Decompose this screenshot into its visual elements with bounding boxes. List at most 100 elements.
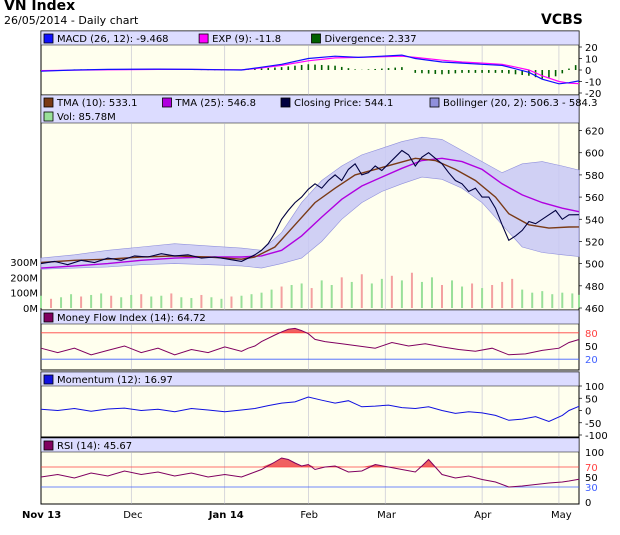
volume-bar — [180, 297, 183, 308]
volume-bar — [440, 285, 443, 308]
panel-legend-band — [40, 371, 580, 387]
volume-bar — [340, 277, 343, 308]
price-y-tick: 580 — [585, 171, 604, 182]
momentum-y-tick: -100 — [585, 431, 608, 442]
volume-bar — [521, 289, 524, 308]
chart-title: VN Index — [4, 0, 76, 14]
price-y-tick: 620 — [585, 127, 604, 138]
volume-bar — [220, 298, 223, 308]
volume-bar — [430, 277, 433, 308]
x-axis-label: Mar — [377, 510, 397, 521]
volume-bar — [50, 298, 53, 308]
momentum-y-tick: 100 — [585, 382, 604, 393]
legend-label: Momentum (12): 16.97 — [57, 375, 173, 386]
rsi-line — [40, 457, 580, 488]
macd-line — [40, 54, 580, 85]
closing-price-line — [40, 149, 580, 266]
legend-swatch — [43, 440, 54, 451]
volume-bar — [40, 295, 42, 308]
legend-label: Bollinger (20, 2): 506.3 - 584.3 — [443, 98, 597, 109]
price-y-tick: 460 — [585, 304, 604, 315]
momentum-y-tick: -50 — [585, 419, 601, 430]
macd-y-tick: -20 — [585, 89, 601, 100]
panel-legend-band — [40, 309, 580, 325]
volume-bar — [80, 296, 83, 308]
chart-subtitle: 26/05/2014 - Daily chart — [4, 14, 139, 27]
volume-bar — [491, 285, 494, 308]
legend-swatch — [43, 33, 54, 44]
legend-label: MACD (26, 12): -9.468 — [57, 34, 169, 45]
mfi-line — [40, 327, 580, 356]
volume-bar — [260, 292, 263, 308]
volume-bar — [461, 286, 464, 308]
rsi-y-tick: 50 — [585, 473, 598, 484]
rsi-y-tick: 70 — [585, 463, 598, 474]
legend-label: TMA (10): 533.1 — [56, 98, 137, 109]
legend-label: TMA (25): 546.8 — [175, 98, 256, 109]
volume-bar — [420, 281, 423, 308]
volume-bar — [410, 272, 413, 308]
price-y-tick: 560 — [585, 193, 604, 204]
momentum-y-tick: 50 — [585, 394, 598, 405]
volume-bar — [360, 274, 363, 308]
volume-bar — [310, 288, 313, 308]
volume-bar — [270, 289, 273, 308]
volume-y-tick: 0M — [23, 304, 38, 315]
macd-y-tick: 10 — [585, 55, 598, 66]
volume-bar — [541, 291, 544, 308]
legend-swatch — [43, 374, 54, 385]
volume-bar — [531, 292, 534, 308]
mfi-y-tick: 80 — [585, 329, 598, 340]
volume-y-tick: 300M — [10, 258, 38, 269]
volume-bar — [370, 283, 373, 308]
rsi-y-tick: 0 — [585, 498, 591, 509]
volume-bar — [70, 294, 73, 308]
panel-legend-band — [40, 94, 580, 124]
x-axis-label: Jan 14 — [208, 510, 244, 521]
volume-bar — [170, 293, 173, 308]
legend-swatch — [198, 33, 209, 44]
panel-legend-band — [40, 437, 580, 453]
volume-bar — [481, 288, 484, 308]
legend-swatch — [280, 97, 291, 108]
legend-label: EXP (9): -11.8 — [212, 34, 281, 45]
price-y-tick: 480 — [585, 282, 604, 293]
volume-bar — [120, 297, 123, 308]
volume-bar — [551, 294, 554, 308]
volume-bar — [578, 294, 580, 308]
volume-bar — [110, 295, 113, 308]
rsi-y-tick: 100 — [585, 448, 604, 459]
volume-bar — [330, 285, 333, 308]
panel-legend-band — [40, 30, 580, 46]
volume-bar — [451, 280, 454, 308]
volume-bar — [160, 295, 163, 308]
legend-swatch — [162, 97, 172, 108]
volume-bar — [230, 296, 233, 308]
x-axis-label: Feb — [300, 510, 318, 521]
volume-y-tick: 200M — [10, 273, 38, 284]
volume-bar — [400, 280, 403, 308]
rsi-y-tick: 30 — [585, 483, 598, 494]
chart-content: MACD (26, 12): -9.468 EXP (9): -11.8 Diver… — [10, 33, 608, 521]
tma25-line — [40, 157, 580, 269]
mfi-y-tick: 50 — [585, 342, 598, 353]
macd-y-tick: -10 — [585, 78, 601, 89]
volume-bar — [140, 294, 143, 308]
legend-swatch — [311, 33, 321, 44]
x-axis-label: Nov 13 — [22, 510, 61, 521]
volume-bar — [200, 294, 203, 308]
volume-bar — [250, 294, 253, 308]
legend-swatch — [43, 97, 54, 108]
legend-swatch — [43, 312, 54, 323]
price-y-tick: 540 — [585, 215, 604, 226]
volume-bar — [511, 278, 514, 308]
volume-bar — [320, 280, 323, 308]
volume-bar — [60, 297, 63, 308]
legend-label: Money Flow Index (14): 64.72 — [57, 313, 206, 324]
macd-y-tick: 0 — [585, 66, 591, 77]
price-y-tick: 520 — [585, 237, 604, 248]
volume-bar — [130, 294, 133, 308]
x-axis-label: May — [551, 510, 572, 521]
legend-label: Closing Price: 544.1 — [294, 98, 393, 109]
